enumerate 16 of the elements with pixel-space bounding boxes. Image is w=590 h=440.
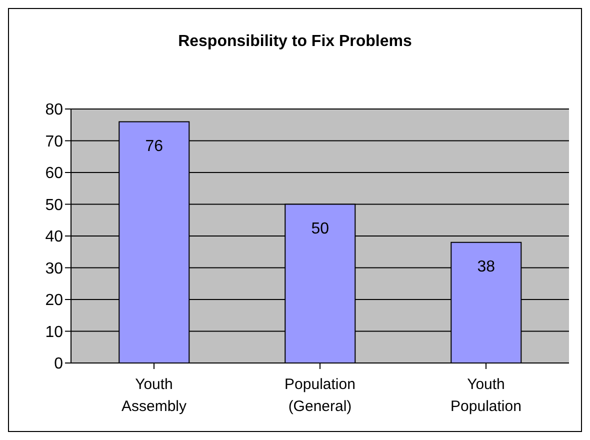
y-tick-label: 10 xyxy=(45,324,64,341)
y-tick-label: 60 xyxy=(45,165,64,182)
data-label: 38 xyxy=(477,258,496,276)
y-tick-label: 80 xyxy=(45,102,64,119)
y-tick-label: 20 xyxy=(45,292,64,310)
chart-title: Responsibility to Fix Problems xyxy=(177,32,413,52)
y-tick-label: 50 xyxy=(45,196,64,214)
x-tick-label: Youth Assembly xyxy=(121,376,187,415)
x-tick-label: Population (General) xyxy=(284,376,356,415)
y-tick-label: 70 xyxy=(45,133,64,150)
data-label: 76 xyxy=(145,138,164,156)
y-tick-label: 30 xyxy=(45,260,64,278)
data-label: 50 xyxy=(311,220,330,238)
y-tick-label: 0 xyxy=(54,356,64,373)
y-tick-label: 40 xyxy=(45,228,64,246)
x-tick-label: Youth Population xyxy=(450,376,522,415)
